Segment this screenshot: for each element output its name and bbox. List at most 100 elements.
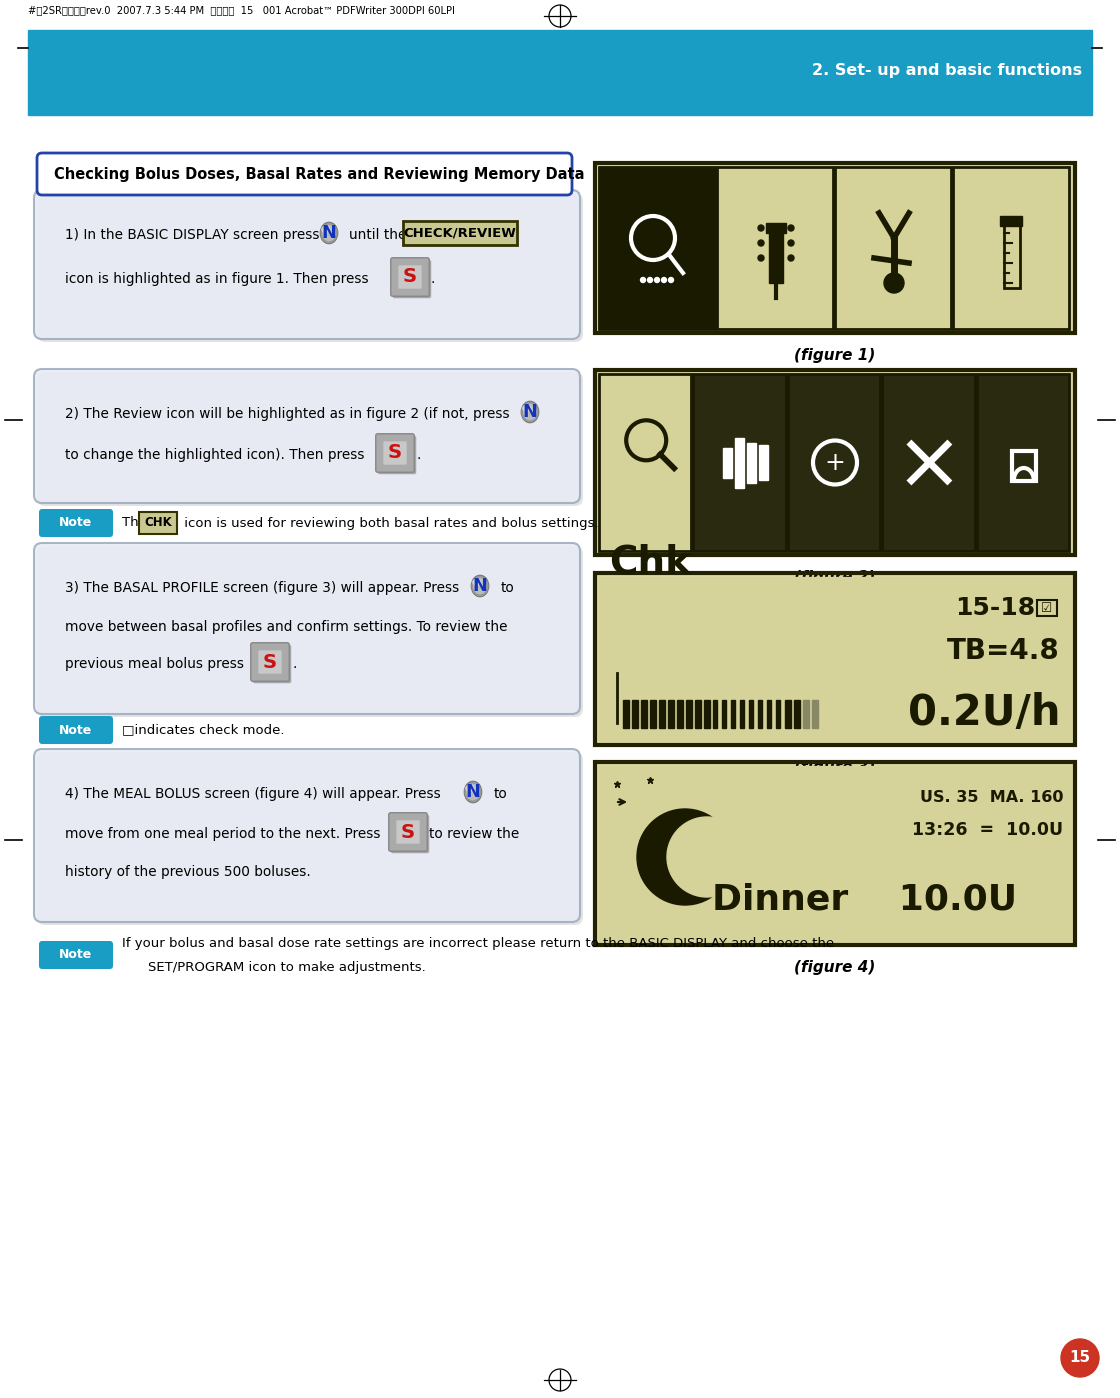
Text: N: N <box>321 224 336 242</box>
Text: N: N <box>466 783 480 801</box>
Bar <box>722 700 726 728</box>
Bar <box>599 766 1071 941</box>
Text: 13:26  =  10.0U: 13:26 = 10.0U <box>912 821 1063 839</box>
FancyBboxPatch shape <box>37 152 572 194</box>
Ellipse shape <box>522 403 538 422</box>
Ellipse shape <box>472 576 488 597</box>
Text: 3) The BASAL PROFILE screen (figure 3) will appear. Press: 3) The BASAL PROFILE screen (figure 3) w… <box>65 582 459 596</box>
FancyBboxPatch shape <box>39 716 113 744</box>
Text: CHK: CHK <box>144 516 171 530</box>
Bar <box>883 375 974 551</box>
FancyBboxPatch shape <box>39 941 113 969</box>
Circle shape <box>641 277 645 282</box>
FancyBboxPatch shape <box>34 369 580 503</box>
Text: 15: 15 <box>1070 1350 1091 1366</box>
Text: .: . <box>416 447 420 461</box>
Bar <box>693 375 786 551</box>
Bar <box>883 375 974 551</box>
Bar <box>595 164 1075 333</box>
Bar <box>722 447 731 478</box>
Bar <box>668 700 674 728</box>
Text: Note: Note <box>59 516 93 530</box>
Bar <box>758 700 762 728</box>
Bar <box>28 29 1092 115</box>
Text: Checking Bolus Doses, Basal Rates and Reviewing Memory Data: Checking Bolus Doses, Basal Rates and Re… <box>54 166 585 182</box>
Bar <box>953 166 1068 329</box>
Circle shape <box>788 254 794 261</box>
Ellipse shape <box>523 405 531 411</box>
Text: (figure 2): (figure 2) <box>794 570 876 584</box>
Bar <box>977 375 1068 551</box>
Ellipse shape <box>473 579 482 586</box>
FancyBboxPatch shape <box>37 372 584 506</box>
Circle shape <box>758 225 764 231</box>
Circle shape <box>1061 1339 1099 1377</box>
Bar <box>599 577 1071 741</box>
Ellipse shape <box>465 783 480 801</box>
Bar <box>595 573 1075 745</box>
Bar <box>731 700 735 728</box>
FancyBboxPatch shape <box>1037 600 1057 617</box>
Text: The: The <box>122 516 151 530</box>
Circle shape <box>668 816 747 898</box>
Ellipse shape <box>473 576 488 596</box>
FancyBboxPatch shape <box>34 542 580 714</box>
Text: (figure 3): (figure 3) <box>794 761 876 774</box>
FancyBboxPatch shape <box>391 815 429 853</box>
FancyBboxPatch shape <box>399 266 422 289</box>
Text: Dinner    10.0U: Dinner 10.0U <box>712 884 1018 917</box>
Text: .: . <box>293 657 298 671</box>
Bar <box>704 700 710 728</box>
FancyBboxPatch shape <box>391 257 429 296</box>
Bar <box>632 700 638 728</box>
Bar <box>1004 218 1020 288</box>
Bar <box>747 443 756 482</box>
Circle shape <box>637 809 732 905</box>
Circle shape <box>884 273 904 294</box>
Bar <box>776 700 780 728</box>
Bar <box>599 166 715 329</box>
Circle shape <box>654 277 660 282</box>
Bar <box>977 375 1068 551</box>
Text: SET/PROGRAM icon to make adjustments.: SET/PROGRAM icon to make adjustments. <box>148 960 426 973</box>
Text: to review the: to review the <box>429 828 520 842</box>
FancyBboxPatch shape <box>403 221 517 245</box>
Ellipse shape <box>474 579 486 594</box>
Bar <box>599 375 691 551</box>
Bar <box>595 370 1075 555</box>
Bar <box>749 700 753 728</box>
Text: 15-18: 15-18 <box>955 596 1035 619</box>
Ellipse shape <box>465 781 482 802</box>
FancyBboxPatch shape <box>375 433 414 473</box>
Bar <box>785 700 791 728</box>
Circle shape <box>669 277 673 282</box>
Bar <box>623 700 629 728</box>
Text: US. 35  MA. 160: US. 35 MA. 160 <box>920 790 1063 804</box>
Text: #　2SR　　　　rev.0  2007.7.3 5:44 PM  　　　　  15   001 Acrobat™ PDFWriter 300DPI 60LPI: # 2SR rev.0 2007.7.3 5:44 PM 15 001 Acro… <box>28 6 455 15</box>
Text: 2) The Review icon will be highlighted as in figure 2 (if not, press: 2) The Review icon will be highlighted a… <box>65 407 510 421</box>
Text: □indicates check mode.: □indicates check mode. <box>122 724 284 737</box>
Text: N: N <box>523 403 538 421</box>
Bar <box>787 375 880 551</box>
Ellipse shape <box>524 404 536 419</box>
Bar <box>685 700 692 728</box>
Text: N: N <box>473 577 487 596</box>
Bar <box>769 228 783 282</box>
Text: (figure 4): (figure 4) <box>794 960 876 974</box>
Bar <box>953 166 1068 329</box>
Text: If your bolus and basal dose rate settings are incorrect please return to the BA: If your bolus and basal dose rate settin… <box>122 937 834 949</box>
Bar <box>650 700 656 728</box>
Bar <box>595 370 1075 555</box>
Bar <box>659 700 665 728</box>
Bar <box>1000 217 1021 226</box>
Bar <box>794 700 800 728</box>
Bar <box>758 445 767 480</box>
Bar <box>717 166 833 329</box>
Text: S: S <box>401 822 416 842</box>
Circle shape <box>788 225 794 231</box>
Bar <box>595 164 1075 333</box>
Circle shape <box>758 240 764 246</box>
FancyBboxPatch shape <box>383 442 407 464</box>
FancyBboxPatch shape <box>253 644 291 684</box>
Circle shape <box>758 254 764 261</box>
